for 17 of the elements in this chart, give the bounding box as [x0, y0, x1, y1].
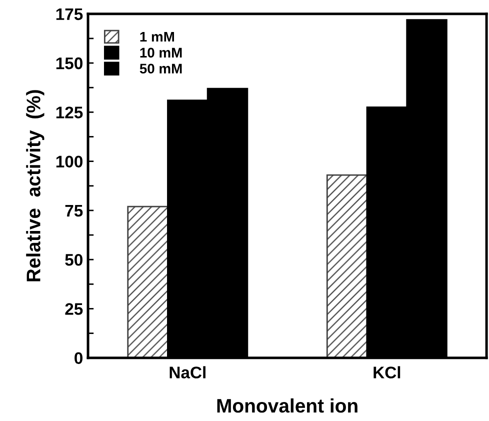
y-tick-label: 50: [65, 254, 82, 266]
y-tick-label: 0: [74, 352, 82, 364]
legend-label: 10 mM: [140, 48, 182, 58]
y-tick-label: 75: [65, 205, 83, 217]
bar: [127, 206, 168, 358]
y-tick-label: 125: [56, 106, 83, 118]
y-tick-label: 150: [56, 57, 82, 70]
bar: [326, 174, 368, 358]
x-axis-title: Monovalent ion: [217, 398, 358, 413]
y-axis-title: Relative activity (%): [26, 90, 44, 282]
x-tick-label: NaCl: [170, 366, 206, 378]
y-tick-label: 175: [56, 8, 83, 20]
y-tick-label: 100: [56, 156, 82, 168]
x-tick-label: KCl: [374, 366, 400, 378]
legend-label: 50 mM: [140, 64, 182, 74]
y-tick-label: 25: [65, 303, 83, 315]
legend-label: 1 mM: [140, 32, 174, 42]
